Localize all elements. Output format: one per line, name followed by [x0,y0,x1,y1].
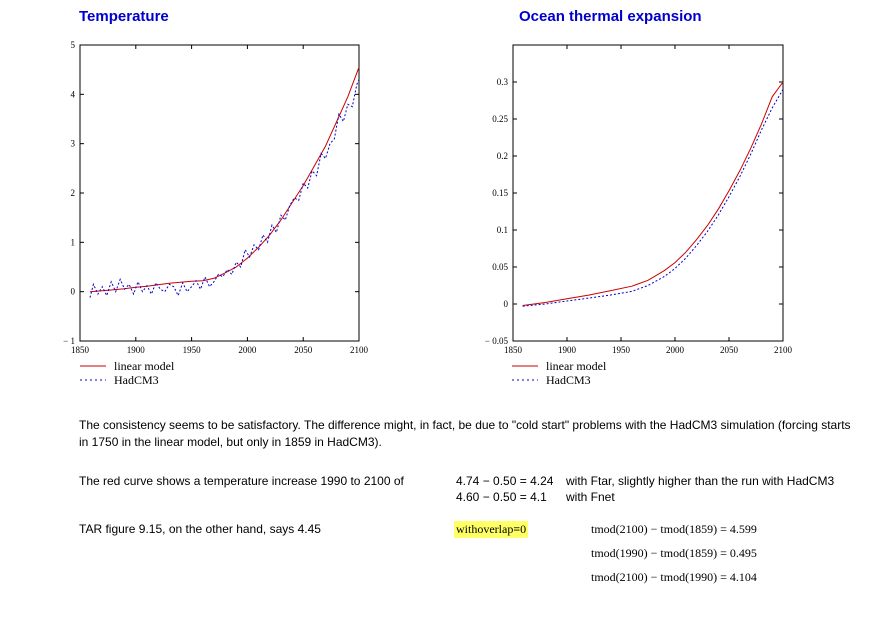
temperature-series-linear-model [89,67,360,293]
withoverlap-expression[interactable]: withoverlap≡0 [454,521,529,538]
legend-item-linear-model: linear model [512,359,606,373]
ocean-plot-frame [512,44,784,342]
ocean-x-tick-label: 1900 [558,345,577,355]
legend-swatch-solid [80,365,106,367]
temperature-x-tick-label: 1900 [127,345,146,355]
temperature-series-hadcm3 [89,79,360,298]
temperature-x-tick-label: 2050 [294,345,313,355]
legend-label: HadCM3 [114,372,159,387]
paragraph-red-curve: The red curve shows a temperature increa… [79,474,404,488]
legend-item-hadcm3: HadCM3 [512,373,606,387]
temperature-legend: linear model HadCM3 [80,359,174,387]
legend-swatch-dotted [512,379,538,381]
temperature-x-tick-label: 1950 [183,345,202,355]
chart-title-ocean: Ocean thermal expansion [519,8,702,25]
paragraph-tar-figure: TAR figure 9.15, on the other hand, says… [79,522,321,536]
temperature-plot-frame [79,44,360,342]
temperature-x-tick-label: 1850 [71,345,90,355]
legend-item-linear-model: linear model [80,359,174,373]
ocean-x-tick-label: 1850 [504,345,523,355]
ocean-y-tick-label: 0.2 [497,151,508,161]
temperature-y-tick-label: − 1 [63,336,75,346]
temperature-y-tick-label: 1 [71,237,76,247]
temperature-y-tick-label: 2 [71,188,76,198]
ocean-y-tick-label: 0.15 [492,188,508,198]
ocean-y-tick-label: 0.1 [497,225,508,235]
temperature-y-tick-label: 5 [71,40,76,50]
legend-label: linear model [546,358,607,373]
temperature-y-tick-label: 3 [71,139,76,149]
ocean-y-tick-label: − 0.05 [485,336,509,346]
temperature-x-tick-label: 2000 [238,345,257,355]
equation-2100-1859: tmod(2100) − tmod(1859) = 4.599 [591,522,757,536]
ocean-x-tick-label: 2100 [774,345,793,355]
ocean-y-tick-label: 0.3 [497,77,509,87]
note-ftar: with Ftar, slightly higher than the run … [566,474,835,488]
ocean-y-tick-label: 0.05 [492,262,508,272]
temperature-y-tick-label: 0 [71,287,76,297]
ocean-y-tick-label: 0 [504,299,509,309]
ocean-x-tick-label: 2000 [666,345,685,355]
equation-1990-1859: tmod(1990) − tmod(1859) = 0.495 [591,546,757,560]
ocean-series-linear-model [522,81,784,306]
paragraph-consistency: The consistency seems to be satisfactory… [79,418,851,449]
temperature-y-tick-label: 4 [71,89,76,99]
legend-label: linear model [114,358,175,373]
legend-label: HadCM3 [546,372,591,387]
ocean-x-tick-label: 1950 [612,345,631,355]
chart-title-temperature: Temperature [79,8,169,25]
temperature-x-tick-label: 2100 [350,345,369,355]
calc-ftar: 4.74 − 0.50 = 4.24 [456,474,554,488]
note-fnet: with Fnet [566,490,615,504]
ocean-y-tick-label: 0.25 [492,114,508,124]
ocean-legend: linear model HadCM3 [512,359,606,387]
legend-item-hadcm3: HadCM3 [80,373,174,387]
calc-fnet: 4.60 − 0.50 = 4.1 [456,490,547,504]
legend-swatch-solid [512,365,538,367]
ocean-x-tick-label: 2050 [720,345,739,355]
equation-2100-1990: tmod(2100) − tmod(1990) = 4.104 [591,570,757,584]
ocean-series-hadcm3 [522,89,784,307]
legend-swatch-dotted [80,379,106,381]
